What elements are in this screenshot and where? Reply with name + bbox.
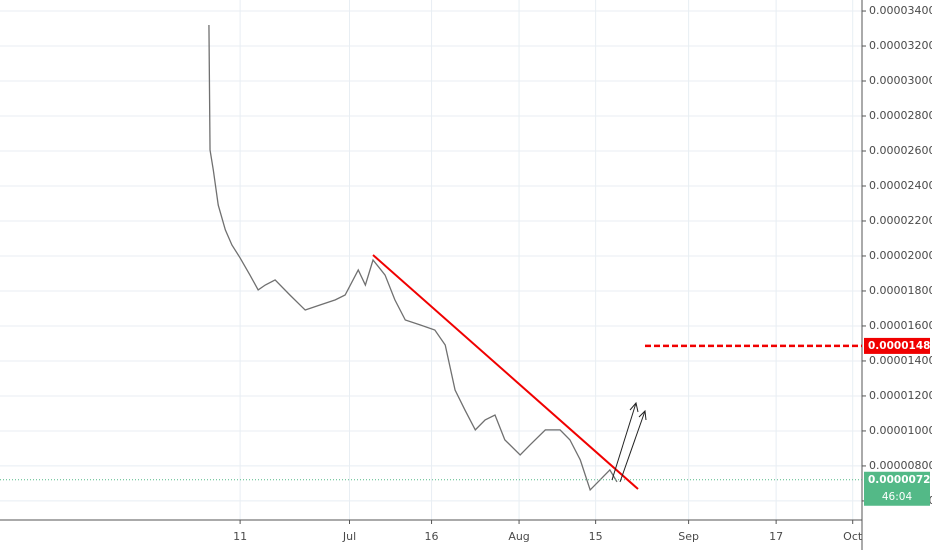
x-tick-label: Oct: [843, 530, 863, 543]
arrow: [611, 402, 637, 481]
y-tick-label: 0.00002800: [869, 109, 932, 122]
arrow-head: [638, 409, 647, 421]
y-tick-label: 0.00001000: [869, 424, 932, 437]
y-tick-label: 0.00002600: [869, 144, 932, 157]
arrows: [611, 401, 647, 483]
countdown: 46:04: [882, 491, 913, 503]
last-price-label: 0.00000721: [868, 474, 932, 486]
y-tick-label: 0.00001200: [869, 389, 932, 402]
x-tick-label: 11: [233, 530, 247, 543]
x-tick-label: 15: [589, 530, 603, 543]
y-tick-label: 0.00000800: [869, 459, 932, 472]
target-label: 0.00001486: [868, 340, 932, 352]
y-tick-label: 0.00001600: [869, 319, 932, 332]
axis: 0.00003400 0.00003200 0.00003000 0.00002800…: [233, 4, 932, 543]
last-price-box: [864, 471, 930, 506]
plot: [0, 25, 862, 492]
y-tick-label: 0.00003200: [869, 39, 932, 52]
y-tick-label: 0.00001400: [869, 354, 932, 367]
x-tick-label: 17: [769, 530, 783, 543]
x-tick-label: Sep: [678, 530, 699, 543]
y-tick-label: 0.00003400: [869, 4, 932, 17]
y-tick-label: 0.00001800: [869, 284, 932, 297]
x-tick-label: 16: [425, 530, 439, 543]
y-tick-label: 0.00003000: [869, 74, 932, 87]
arrow: [619, 410, 646, 483]
trend-line: [372, 254, 639, 490]
y-tick-label: 0.00002200: [869, 214, 932, 227]
x-tick-label: Jul: [342, 530, 356, 543]
x-tick-label: Aug: [508, 530, 529, 543]
arrow-head: [629, 401, 639, 413]
y-tick-label: 0.00002000: [869, 249, 932, 262]
price-line: [208, 25, 618, 492]
y-tick-label: 0.00002400: [869, 179, 932, 192]
grid: [0, 0, 862, 520]
target-label-box: [864, 337, 930, 354]
